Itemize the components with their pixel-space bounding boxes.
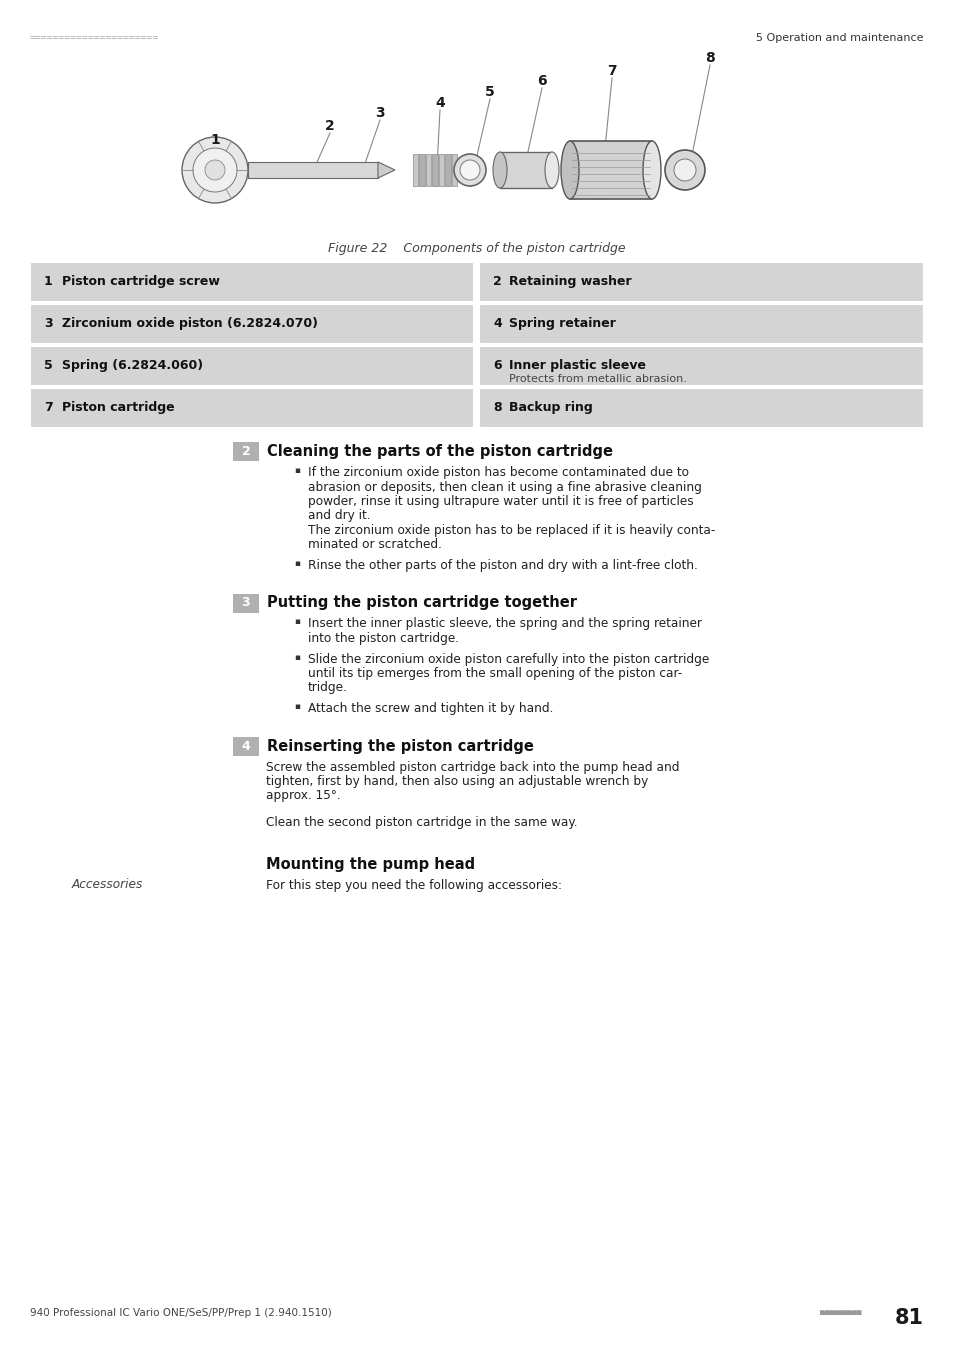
Text: For this step you need the following accessories:: For this step you need the following acc… xyxy=(266,879,561,891)
Text: Retaining washer: Retaining washer xyxy=(509,275,632,288)
Text: Cleaning the parts of the piston cartridge: Cleaning the parts of the piston cartrid… xyxy=(267,444,613,459)
Bar xyxy=(445,154,451,186)
Text: 6: 6 xyxy=(537,74,546,88)
Text: until its tip emerges from the small opening of the piston car-: until its tip emerges from the small ope… xyxy=(308,667,681,680)
Polygon shape xyxy=(377,162,395,178)
Text: Screw the assembled piston cartridge back into the pump head and: Screw the assembled piston cartridge bac… xyxy=(266,760,679,774)
Text: Slide the zirconium oxide piston carefully into the piston cartridge: Slide the zirconium oxide piston careful… xyxy=(308,652,708,666)
Circle shape xyxy=(664,150,704,190)
Text: Spring retainer: Spring retainer xyxy=(509,317,616,329)
Text: 81: 81 xyxy=(894,1308,923,1328)
Bar xyxy=(30,387,474,428)
Bar xyxy=(419,154,424,186)
Bar xyxy=(413,154,418,186)
Text: Protects from metallic abrasion.: Protects from metallic abrasion. xyxy=(509,374,687,383)
Text: Inner plastic sleeve: Inner plastic sleeve xyxy=(509,359,646,373)
Text: approx. 15°.: approx. 15°. xyxy=(266,790,340,802)
Text: Putting the piston cartridge together: Putting the piston cartridge together xyxy=(267,595,577,610)
Text: 2: 2 xyxy=(325,119,335,134)
Text: 6: 6 xyxy=(493,359,501,373)
Circle shape xyxy=(193,148,236,192)
Ellipse shape xyxy=(493,153,506,188)
Text: Clean the second piston cartridge in the same way.: Clean the second piston cartridge in the… xyxy=(266,815,577,829)
Text: minated or scratched.: minated or scratched. xyxy=(308,539,441,552)
Text: 940 Professional IC Vario ONE/SeS/PP/Prep 1 (2.940.1510): 940 Professional IC Vario ONE/SeS/PP/Pre… xyxy=(30,1308,332,1318)
Text: 4: 4 xyxy=(435,96,444,109)
Text: 1: 1 xyxy=(44,275,52,288)
Bar xyxy=(569,140,651,198)
Text: tighten, first by hand, then also using an adjustable wrench by: tighten, first by hand, then also using … xyxy=(266,775,648,788)
Bar xyxy=(30,346,474,386)
Text: into the piston cartridge.: into the piston cartridge. xyxy=(308,632,458,645)
Text: powder, rinse it using ultrapure water until it is free of particles: powder, rinse it using ultrapure water u… xyxy=(308,495,693,508)
Text: 5: 5 xyxy=(44,359,52,373)
Text: Figure 22    Components of the piston cartridge: Figure 22 Components of the piston cartr… xyxy=(328,242,625,255)
Text: 5 Operation and maintenance: 5 Operation and maintenance xyxy=(756,32,923,43)
Bar xyxy=(30,262,474,302)
Text: Spring (6.2824.060): Spring (6.2824.060) xyxy=(62,359,203,373)
Bar xyxy=(30,304,474,344)
Bar xyxy=(438,154,444,186)
Text: 1: 1 xyxy=(210,134,219,147)
Ellipse shape xyxy=(642,140,660,198)
Text: 7: 7 xyxy=(606,63,617,78)
Bar xyxy=(499,153,552,188)
Bar xyxy=(233,441,258,460)
Ellipse shape xyxy=(544,153,558,188)
Text: 3: 3 xyxy=(44,317,52,329)
Circle shape xyxy=(205,161,225,180)
Bar xyxy=(432,154,437,186)
Bar xyxy=(479,387,923,428)
Bar xyxy=(233,737,258,756)
Bar xyxy=(233,594,258,613)
Bar xyxy=(248,162,377,178)
Bar xyxy=(479,346,923,386)
Circle shape xyxy=(673,159,696,181)
Ellipse shape xyxy=(560,140,578,198)
Text: 8: 8 xyxy=(493,401,501,414)
Bar xyxy=(426,154,431,186)
Bar xyxy=(479,262,923,302)
Text: Piston cartridge screw: Piston cartridge screw xyxy=(62,275,219,288)
Text: ▪: ▪ xyxy=(294,617,300,626)
Text: Mounting the pump head: Mounting the pump head xyxy=(266,856,475,872)
Bar xyxy=(479,304,923,344)
Text: ▪: ▪ xyxy=(294,466,300,475)
Text: 3: 3 xyxy=(241,597,250,609)
Text: 2: 2 xyxy=(493,275,501,288)
Circle shape xyxy=(459,161,479,180)
Text: Insert the inner plastic sleeve, the spring and the spring retainer: Insert the inner plastic sleeve, the spr… xyxy=(308,617,701,630)
Text: Reinserting the piston cartridge: Reinserting the piston cartridge xyxy=(267,738,534,753)
Text: 4: 4 xyxy=(241,740,250,752)
Text: 7: 7 xyxy=(44,401,52,414)
Text: ======================: ====================== xyxy=(30,32,159,43)
Text: If the zirconium oxide piston has become contaminated due to: If the zirconium oxide piston has become… xyxy=(308,466,688,479)
Text: Zirconium oxide piston (6.2824.070): Zirconium oxide piston (6.2824.070) xyxy=(62,317,317,329)
Text: and dry it.: and dry it. xyxy=(308,509,370,522)
Text: Rinse the other parts of the piston and dry with a lint-free cloth.: Rinse the other parts of the piston and … xyxy=(308,559,697,572)
Text: ■■■■■■■■■: ■■■■■■■■■ xyxy=(820,1308,861,1318)
Circle shape xyxy=(182,136,248,202)
Text: Attach the screw and tighten it by hand.: Attach the screw and tighten it by hand. xyxy=(308,702,553,716)
Text: Backup ring: Backup ring xyxy=(509,401,593,414)
Circle shape xyxy=(454,154,485,186)
Bar xyxy=(452,154,457,186)
Text: ▪: ▪ xyxy=(294,652,300,662)
Text: Accessories: Accessories xyxy=(71,879,143,891)
Text: 3: 3 xyxy=(375,107,384,120)
Text: The zirconium oxide piston has to be replaced if it is heavily conta-: The zirconium oxide piston has to be rep… xyxy=(308,524,715,537)
Text: ▪: ▪ xyxy=(294,702,300,711)
Text: 2: 2 xyxy=(241,446,250,458)
Text: 5: 5 xyxy=(485,85,495,99)
Text: abrasion or deposits, then clean it using a fine abrasive cleaning: abrasion or deposits, then clean it usin… xyxy=(308,481,701,494)
Text: tridge.: tridge. xyxy=(308,682,348,694)
Text: 8: 8 xyxy=(704,51,714,65)
Text: 4: 4 xyxy=(493,317,501,329)
Text: Piston cartridge: Piston cartridge xyxy=(62,401,174,414)
Text: ▪: ▪ xyxy=(294,559,300,568)
